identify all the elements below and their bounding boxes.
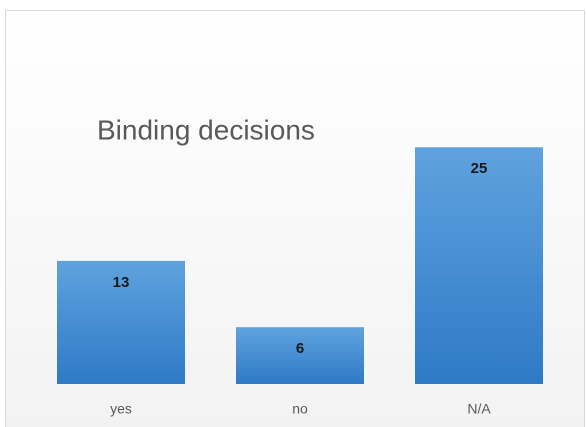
- x-tick-label: yes: [110, 401, 132, 417]
- data-label: 25: [471, 160, 488, 177]
- data-label: 6: [296, 340, 304, 357]
- bar: [236, 327, 364, 384]
- bar: [57, 260, 185, 384]
- data-label: 13: [113, 274, 130, 291]
- x-tick-label: N/A: [467, 401, 491, 417]
- x-tick-label: no: [292, 401, 308, 417]
- chart-title: Binding decisions: [97, 114, 315, 145]
- bar: [415, 147, 543, 384]
